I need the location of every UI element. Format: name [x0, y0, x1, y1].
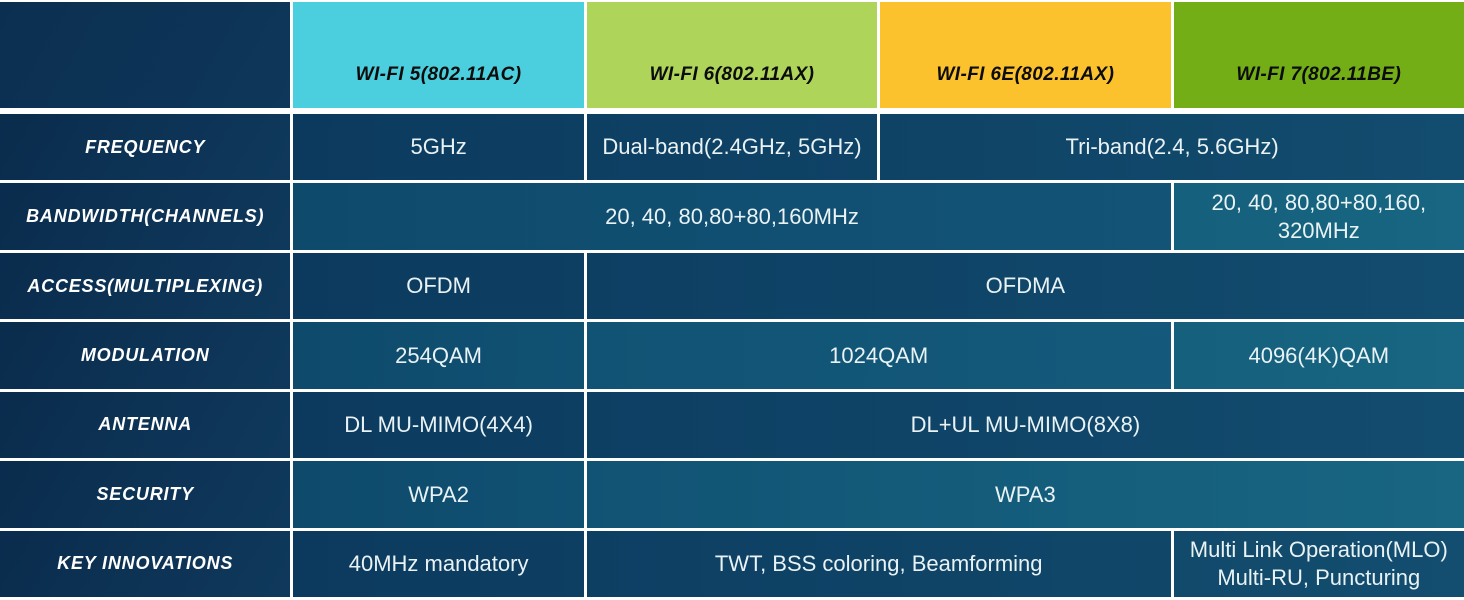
cell-innovations-wifi7: Multi Link Operation(MLO) Multi-RU, Punc…	[1173, 530, 1464, 597]
cell-access-wifi6-6e-7: OFDMA	[586, 252, 1464, 320]
cell-modulation-wifi5: 254QAM	[293, 322, 584, 389]
column-header-wifi6: WI-FI 6(802.11AX)	[586, 2, 878, 108]
cell-antenna-wifi5: DL MU-MIMO(4X4)	[293, 391, 584, 459]
row-label-security: SECURITY	[0, 461, 291, 528]
row-label-antenna: ANTENNA	[0, 391, 291, 459]
cell-security-wifi6-6e-7: WPA3	[586, 461, 1464, 528]
cell-innovations-wifi5: 40MHz mandatory	[293, 530, 584, 597]
cell-innovations-wifi6-6e: TWT, BSS coloring, Beamforming	[586, 530, 1171, 597]
cell-bandwidth-wifi5-6-6e: 20, 40, 80,80+80,160MHz	[293, 183, 1171, 250]
cell-bandwidth-wifi7: 20, 40, 80,80+80,160, 320MHz	[1173, 183, 1464, 250]
row-label-access: ACCESS(MULTIPLEXING)	[0, 252, 291, 320]
column-header-wifi5: WI-FI 5(802.11AC)	[293, 2, 584, 108]
cell-modulation-wifi6-6e: 1024QAM	[586, 322, 1171, 389]
row-label-key-innovations: KEY INNOVATIONS	[0, 530, 291, 597]
row-label-modulation: MODULATION	[0, 322, 291, 389]
cell-modulation-wifi7: 4096(4K)QAM	[1173, 322, 1464, 389]
cell-frequency-wifi5: 5GHz	[293, 114, 584, 181]
row-label-frequency: FREQUENCY	[0, 114, 291, 181]
cell-frequency-wifi6: Dual-band(2.4GHz, 5GHz)	[586, 114, 878, 181]
header-corner-cell	[0, 2, 291, 108]
cell-frequency-wifi6e-7: Tri-band(2.4, 5.6GHz)	[880, 114, 1464, 181]
cell-antenna-wifi6-6e-7: DL+UL MU-MIMO(8X8)	[586, 391, 1464, 459]
row-label-bandwidth: BANDWIDTH(CHANNELS)	[0, 183, 291, 250]
cell-security-wifi5: WPA2	[293, 461, 584, 528]
column-header-wifi6e: WI-FI 6E(802.11AX)	[880, 2, 1171, 108]
column-header-wifi7: WI-FI 7(802.11BE)	[1173, 2, 1464, 108]
cell-access-wifi5: OFDM	[293, 252, 584, 320]
